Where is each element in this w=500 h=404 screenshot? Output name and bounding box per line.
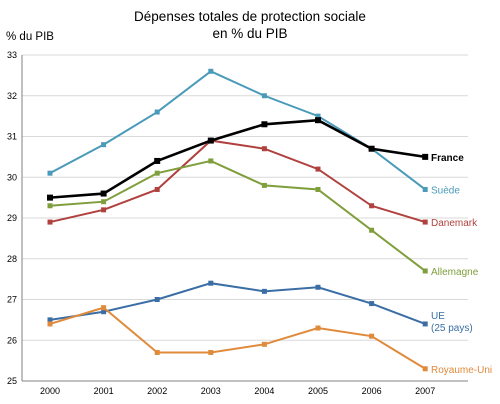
series-labels: Suède Danemark Allemagne UE (25 pays) Royaume… bbox=[431, 153, 492, 376]
y-axis-title: % du PIB bbox=[6, 31, 54, 43]
axes bbox=[21, 55, 468, 382]
point-suede-2005 bbox=[315, 113, 321, 119]
x-tick-2000: 2000 bbox=[40, 386, 60, 396]
series-label-royaume-uni: Royaume-Uni bbox=[431, 365, 492, 376]
point-allemagne-2001 bbox=[101, 199, 107, 205]
series-line-danemark bbox=[49, 139, 426, 224]
y-tick-30: 30 bbox=[7, 172, 17, 182]
point-france-2007 bbox=[422, 153, 429, 160]
y-tick-labels: 25 26 27 28 29 30 31 32 33 bbox=[7, 50, 17, 386]
point-allemagne-2004 bbox=[261, 182, 267, 188]
point-danemark-2004 bbox=[261, 146, 267, 152]
series-ue-25-pays bbox=[47, 280, 428, 327]
series-line-royaume-uni bbox=[49, 306, 426, 370]
point-suede-2004 bbox=[261, 93, 267, 99]
point-france-2005 bbox=[315, 117, 321, 124]
series-label-france: France bbox=[431, 153, 464, 164]
series-line-france bbox=[49, 118, 426, 199]
point-allemagne-2006 bbox=[369, 227, 375, 233]
point-danemark-2002 bbox=[154, 186, 160, 192]
x-tick-2007: 2007 bbox=[415, 386, 435, 396]
point-suede-2000 bbox=[47, 170, 53, 176]
point-allemagne-2002 bbox=[154, 170, 160, 176]
y-tick-26: 26 bbox=[7, 335, 17, 345]
point-ue-25-pays-2003 bbox=[208, 280, 214, 286]
point-royaume-uni-2001 bbox=[101, 305, 107, 311]
point-danemark-2001 bbox=[101, 207, 107, 213]
point-royaume-uni-2005 bbox=[315, 325, 321, 331]
y-tick-31: 31 bbox=[7, 132, 17, 142]
point-royaume-uni-2006 bbox=[369, 333, 375, 339]
point-allemagne-2005 bbox=[315, 186, 321, 192]
y-tick-32: 32 bbox=[7, 91, 17, 101]
x-tick-2003: 2003 bbox=[201, 386, 221, 396]
y-tick-29: 29 bbox=[7, 213, 17, 223]
point-ue-25-pays-2002 bbox=[154, 297, 160, 302]
y-tick-28: 28 bbox=[7, 254, 17, 264]
point-france-2003 bbox=[207, 137, 214, 144]
y-tick-33: 33 bbox=[7, 50, 17, 60]
series-royaume-uni bbox=[47, 305, 428, 372]
series-line-suede bbox=[49, 70, 426, 191]
series-label-suede: Suède bbox=[431, 185, 460, 196]
series-line-allemagne bbox=[49, 159, 426, 272]
gridlines bbox=[22, 54, 468, 341]
point-ue-25-pays-2007 bbox=[422, 321, 428, 327]
point-royaume-uni-2004 bbox=[261, 341, 267, 347]
x-tick-2001: 2001 bbox=[94, 386, 114, 396]
x-tick-2004: 2004 bbox=[254, 386, 274, 396]
point-suede-2003 bbox=[208, 68, 214, 74]
point-france-2002 bbox=[154, 157, 161, 164]
point-ue-25-pays-2005 bbox=[315, 284, 321, 290]
point-danemark-2005 bbox=[315, 166, 321, 172]
point-france-2006 bbox=[368, 145, 375, 152]
series-france bbox=[47, 117, 429, 201]
series-allemagne bbox=[47, 158, 428, 274]
series-label-ue-25-pays: UE (25 pays) bbox=[431, 311, 473, 334]
point-ue-25-pays-2000 bbox=[47, 317, 53, 323]
point-ue-25-pays-2006 bbox=[369, 301, 375, 307]
series-label-allemagne: Allemagne bbox=[431, 267, 479, 278]
chart-title-line-1: Dépenses totales de protection sociale bbox=[134, 9, 366, 24]
point-allemagne-2000 bbox=[47, 203, 53, 209]
chart-title-line-2: en % du PIB bbox=[212, 26, 287, 41]
point-suede-2002 bbox=[154, 109, 160, 115]
y-tick-27: 27 bbox=[7, 295, 17, 305]
y-tick-25: 25 bbox=[7, 376, 17, 386]
point-danemark-2006 bbox=[369, 203, 375, 209]
point-danemark-2000 bbox=[47, 219, 53, 225]
point-danemark-2007 bbox=[422, 219, 428, 225]
point-suede-2007 bbox=[422, 186, 428, 192]
point-france-2004 bbox=[261, 121, 268, 128]
x-tick-labels: 2000 2001 2002 2003 2004 2005 2006 2007 bbox=[40, 386, 435, 396]
x-tick-2005: 2005 bbox=[308, 386, 328, 396]
series-group bbox=[47, 68, 429, 372]
point-allemagne-2007 bbox=[422, 268, 428, 274]
point-royaume-uni-2003 bbox=[208, 349, 214, 355]
point-ue-25-pays-2001 bbox=[101, 309, 107, 315]
x-tick-2006: 2006 bbox=[362, 386, 382, 396]
point-france-2000 bbox=[47, 194, 53, 201]
point-royaume-uni-2000 bbox=[47, 321, 53, 327]
point-allemagne-2003 bbox=[208, 158, 214, 164]
series-label-danemark: Danemark bbox=[431, 218, 478, 229]
point-royaume-uni-2002 bbox=[154, 349, 160, 355]
point-royaume-uni-2007 bbox=[422, 366, 428, 372]
point-ue-25-pays-2004 bbox=[261, 288, 267, 294]
series-line-ue-25-pays bbox=[49, 282, 426, 325]
point-france-2001 bbox=[100, 190, 107, 197]
point-suede-2001 bbox=[101, 142, 107, 148]
x-tick-2002: 2002 bbox=[147, 386, 167, 396]
